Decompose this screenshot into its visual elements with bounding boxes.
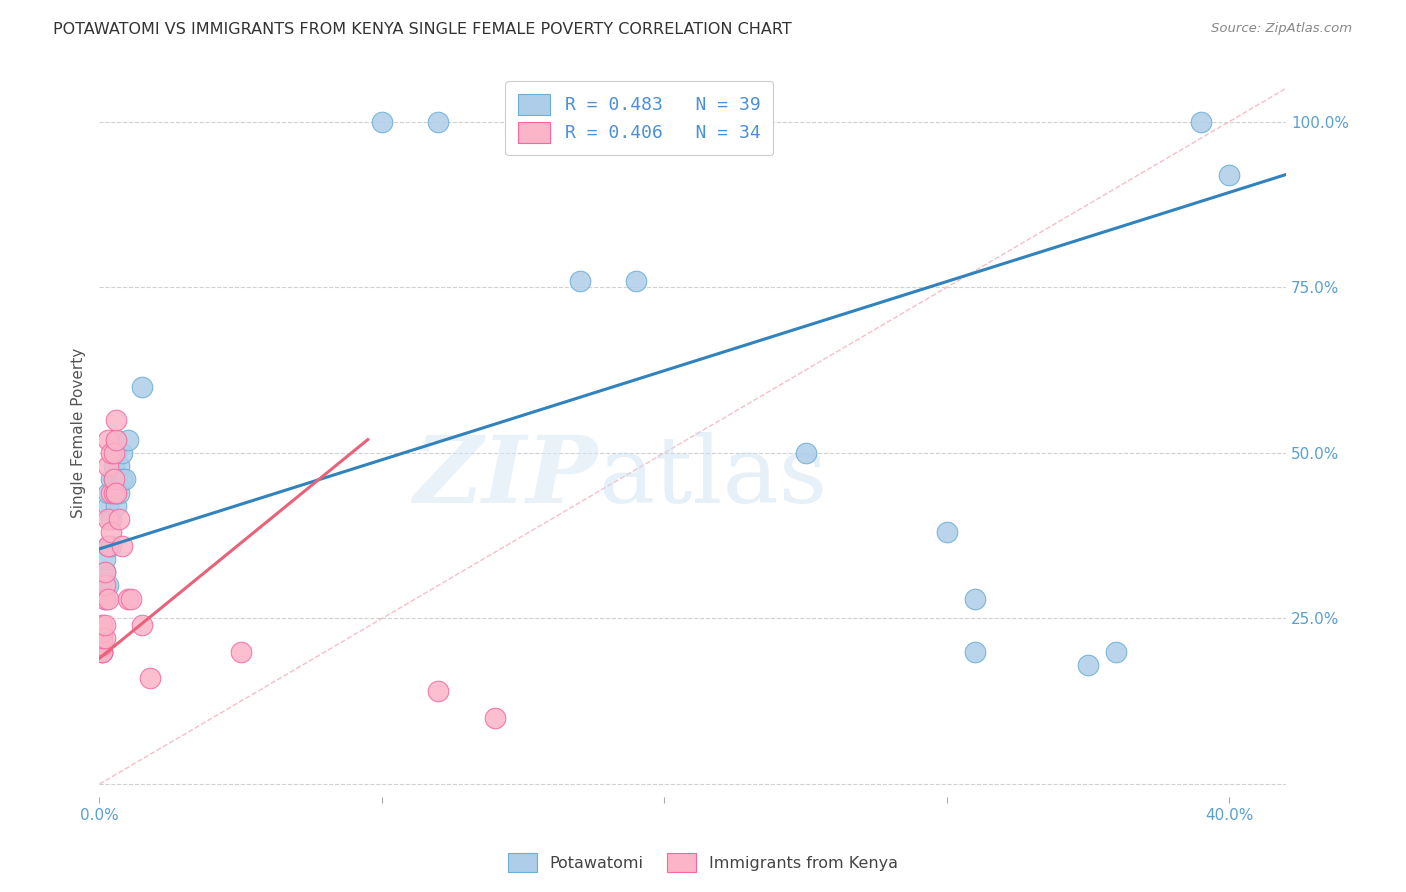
Point [108, 485, 131, 500]
Point [624, 274, 647, 288]
Point [97, 433, 120, 447]
Point [427, 684, 450, 698]
Legend: R = 0.483   N = 39, R = 0.406   N = 34: R = 0.483 N = 39, R = 0.406 N = 34 [505, 81, 773, 155]
Text: ZIP: ZIP [413, 432, 598, 522]
Point [108, 459, 131, 474]
Point [105, 433, 128, 447]
Text: POTAWATOMI VS IMMIGRANTS FROM KENYA SINGLE FEMALE POVERTY CORRELATION CHART: POTAWATOMI VS IMMIGRANTS FROM KENYA SING… [53, 22, 792, 37]
Point [105, 485, 128, 500]
Point [965, 644, 987, 658]
Point [91, 644, 114, 658]
Point [91, 638, 114, 652]
Point [91, 644, 114, 658]
Point [94, 578, 117, 592]
Point [427, 114, 450, 128]
Point [100, 512, 122, 526]
Point [111, 539, 134, 553]
Point [103, 472, 125, 486]
Point [105, 433, 128, 447]
Point [131, 618, 153, 632]
Point [94, 578, 117, 592]
Point [97, 485, 120, 500]
Point [108, 512, 131, 526]
Point [105, 413, 128, 427]
Point [97, 512, 120, 526]
Point [794, 446, 817, 460]
Point [120, 591, 142, 606]
Point [97, 539, 120, 553]
Point [114, 472, 136, 486]
Point [97, 578, 120, 592]
Point [111, 446, 134, 460]
Point [100, 485, 122, 500]
Point [91, 618, 114, 632]
Legend: Potawatomi, Immigrants from Kenya: Potawatomi, Immigrants from Kenya [501, 845, 905, 880]
Point [111, 472, 134, 486]
Text: atlas: atlas [598, 432, 827, 522]
Point [105, 499, 128, 513]
Point [100, 525, 122, 540]
Point [103, 485, 125, 500]
Point [97, 591, 120, 606]
Point [91, 632, 114, 646]
Point [936, 525, 959, 540]
Point [1218, 168, 1240, 182]
Point [965, 591, 987, 606]
Point [94, 632, 117, 646]
Point [105, 446, 128, 460]
Point [371, 114, 394, 128]
Point [91, 632, 114, 646]
Point [94, 565, 117, 579]
Point [105, 485, 128, 500]
Point [100, 446, 122, 460]
Point [94, 565, 117, 579]
Point [103, 472, 125, 486]
Point [97, 499, 120, 513]
Point [94, 618, 117, 632]
Point [1105, 644, 1128, 658]
Point [103, 459, 125, 474]
Point [103, 446, 125, 460]
Point [229, 644, 252, 658]
Point [139, 671, 162, 685]
Point [568, 274, 591, 288]
Point [1189, 114, 1212, 128]
Point [91, 624, 114, 639]
Point [131, 379, 153, 393]
Point [103, 485, 125, 500]
Point [117, 591, 139, 606]
Point [484, 711, 506, 725]
Point [94, 591, 117, 606]
Point [1077, 657, 1099, 672]
Text: Source: ZipAtlas.com: Source: ZipAtlas.com [1212, 22, 1353, 36]
Point [97, 539, 120, 553]
Point [91, 644, 114, 658]
Point [94, 551, 117, 566]
Point [94, 591, 117, 606]
Point [100, 539, 122, 553]
Point [97, 459, 120, 474]
Point [100, 472, 122, 486]
Y-axis label: Single Female Poverty: Single Female Poverty [72, 348, 86, 518]
Point [117, 433, 139, 447]
